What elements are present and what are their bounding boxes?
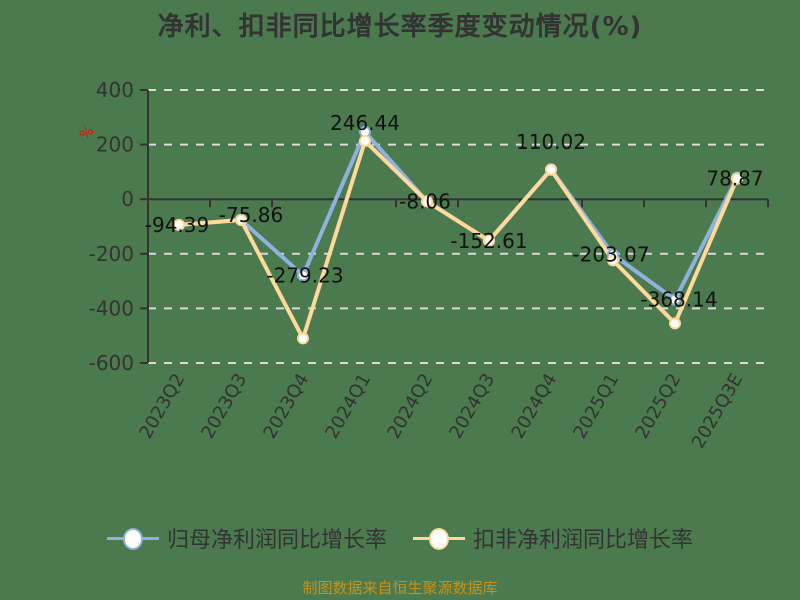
data-label: -152.61 <box>450 229 527 253</box>
data-point[interactable] <box>297 269 309 282</box>
legend-item-parent-net-profit[interactable]: 归母净利润同比增长率 <box>106 522 387 554</box>
data-label: -203.07 <box>572 243 649 267</box>
data-point[interactable] <box>359 135 371 148</box>
x-tick-label: 2025Q2 <box>631 370 685 442</box>
y-tick-label: 0 <box>121 187 134 211</box>
x-tick-label: 2025Q3E <box>688 370 748 452</box>
data-label: -368.14 <box>640 288 717 312</box>
data-label: 110.02 <box>516 130 586 154</box>
chart-title: 净利、扣非同比增长率季度变动情况(%) <box>157 12 643 42</box>
data-point[interactable] <box>669 317 681 330</box>
source-footer: 制图数据来自恒生聚源数据库 <box>302 579 498 597</box>
legend-label: 归母净利润同比增长率 <box>166 528 387 553</box>
legend-item-deducted-net-profit[interactable]: 扣非净利润同比增长率 <box>413 522 693 554</box>
data-label: 78.87 <box>706 167 763 191</box>
legend-marker-icon <box>413 523 465 553</box>
data-point[interactable] <box>173 218 185 231</box>
data-label: 246.44 <box>330 111 400 135</box>
data-point[interactable] <box>731 172 743 185</box>
legend-marker-icon <box>106 523 159 553</box>
x-tick-label: 2023Q3 <box>197 370 251 442</box>
x-tick-label: 2025Q1 <box>569 370 623 442</box>
series-line <box>178 139 739 341</box>
y-tick-label: 200 <box>96 133 134 157</box>
y-tick-label: 400 <box>96 78 134 102</box>
data-label: -8.06 <box>399 189 451 213</box>
x-tick-label: 2024Q2 <box>383 370 437 442</box>
x-tick-label: 2023Q4 <box>259 370 313 442</box>
legend: 归母净利润同比增长率 扣非净利润同比增长率 <box>0 522 800 554</box>
y-tick-label: -200 <box>89 242 134 266</box>
data-label: -94.39 <box>145 213 209 237</box>
y-tick-label: -400 <box>89 296 134 320</box>
data-point[interactable] <box>483 234 495 247</box>
data-point[interactable] <box>421 195 433 208</box>
unit-label: % <box>77 123 98 144</box>
data-label: -279.23 <box>266 263 343 287</box>
data-label: -75.86 <box>219 203 283 227</box>
data-point[interactable] <box>235 213 247 226</box>
legend-label: 扣非净利润同比增长率 <box>473 528 694 553</box>
x-tick-label: 2024Q3 <box>445 370 499 442</box>
y-tick-label: -600 <box>89 351 134 375</box>
data-point[interactable] <box>545 163 557 176</box>
x-tick-label: 2023Q2 <box>135 370 189 442</box>
x-tick-label: 2024Q1 <box>321 370 375 442</box>
data-point[interactable] <box>607 254 619 267</box>
data-point[interactable] <box>297 332 309 345</box>
x-tick-label: 2024Q4 <box>507 370 561 442</box>
data-point[interactable] <box>669 293 681 306</box>
